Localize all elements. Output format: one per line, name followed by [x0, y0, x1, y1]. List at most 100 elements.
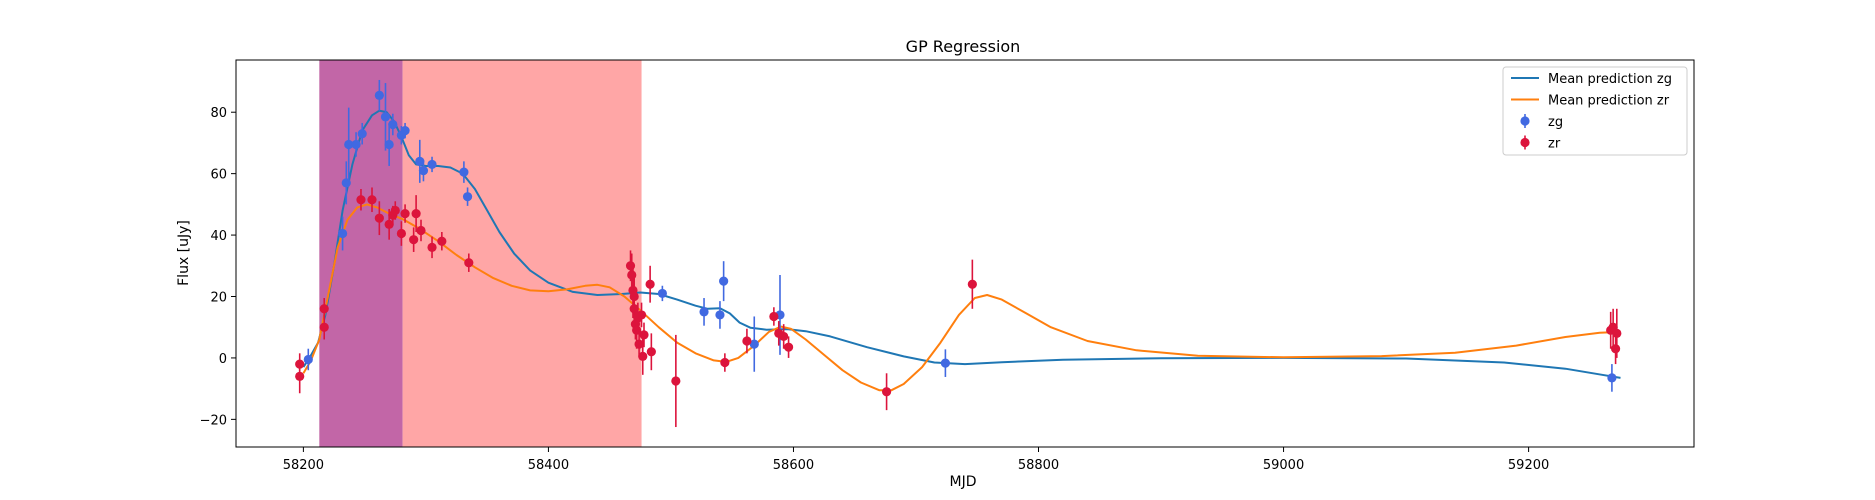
data-point-zg-9	[384, 122, 394, 166]
marker	[699, 307, 709, 317]
data-point-zg-20	[715, 301, 725, 329]
marker	[629, 304, 639, 314]
marker	[344, 139, 354, 150]
x-tick-label: 58600	[773, 458, 814, 473]
marker	[742, 336, 752, 346]
data-point-zg-21	[719, 261, 729, 302]
x-tick-label: 59200	[1508, 458, 1549, 473]
x-tick-label: 58800	[1018, 458, 1059, 473]
data-point-zr-35	[742, 328, 752, 354]
marker	[749, 339, 759, 349]
data-point-zr-12	[400, 204, 410, 223]
data-point-zr-16	[427, 236, 437, 259]
marker	[881, 387, 892, 397]
data-point-zr-5	[356, 189, 366, 211]
marker	[380, 112, 391, 122]
marker	[940, 358, 950, 368]
marker	[295, 371, 305, 381]
marker	[1607, 373, 1617, 383]
marker	[437, 236, 447, 246]
data-point-zg-16	[459, 161, 469, 183]
prediction-line-zr	[302, 203, 1615, 392]
data-point-zr-33	[671, 334, 681, 428]
data-point-zr-6	[367, 187, 377, 213]
data-point-zg-19	[699, 298, 709, 326]
marker	[783, 342, 794, 352]
marker	[374, 213, 384, 223]
data-point-zg-12	[400, 122, 410, 139]
marker	[720, 357, 730, 368]
marker	[367, 195, 377, 205]
y-tick-label: 80	[210, 106, 227, 121]
marker	[645, 279, 655, 289]
data-point-zr-45	[1612, 308, 1622, 358]
marker	[415, 156, 425, 166]
marker	[671, 376, 681, 386]
legend: Mean prediction zg Mean prediction zr zg zr	[1502, 66, 1688, 156]
data-point-zg-4	[344, 107, 354, 182]
marker	[634, 339, 644, 349]
marker	[411, 208, 421, 219]
data-point-zr-44	[1610, 333, 1621, 365]
marker	[1612, 328, 1622, 338]
data-point-zg-17	[462, 187, 473, 206]
prediction-line-zg	[302, 109, 1621, 379]
legend-item-zg: zg	[1520, 114, 1563, 130]
marker	[459, 167, 469, 177]
data-point-zg-22	[749, 316, 759, 372]
legend-label: zr	[1548, 137, 1561, 152]
data-point-zr-32	[646, 333, 656, 371]
data-point-zr-13	[409, 227, 419, 252]
marker	[409, 235, 419, 245]
data-point-zg-1	[303, 348, 313, 371]
marker	[357, 129, 367, 139]
data-point-zr-10	[390, 201, 400, 220]
data-point-zr-30	[639, 322, 649, 348]
marker	[303, 354, 313, 365]
marker	[627, 270, 637, 280]
data-point-zg-2	[337, 216, 348, 251]
y-axis: −20 0 20 40 60 80	[200, 106, 236, 428]
shaded-regions	[319, 60, 642, 447]
data-point-zg-15	[427, 156, 437, 173]
marker	[319, 322, 329, 332]
marker	[639, 330, 649, 340]
chart-title: GP Regression	[906, 37, 1021, 56]
marker	[400, 208, 410, 219]
data-point-zr-17	[437, 232, 447, 251]
data-point-zg-24	[940, 349, 950, 377]
marker	[427, 159, 437, 170]
x-tick-label: 59000	[1263, 458, 1304, 473]
legend-label: Mean prediction zg	[1548, 72, 1672, 87]
marker	[719, 276, 729, 286]
data-point-zr-4	[319, 314, 329, 340]
data-point-zr-29	[638, 337, 648, 375]
data-point-zr-39	[783, 336, 794, 358]
data-point-zg-6	[357, 122, 367, 145]
data-point-zr-14	[411, 195, 421, 232]
marker	[636, 310, 647, 320]
y-tick-label: 40	[210, 229, 227, 244]
marker	[351, 139, 361, 150]
marker	[462, 192, 473, 202]
marker	[390, 205, 400, 216]
data-point-zg-25	[1607, 364, 1617, 392]
y-tick-label: 20	[210, 291, 227, 306]
marker	[319, 304, 329, 314]
x-axis-label: MJD	[950, 474, 977, 490]
legend-label: Mean prediction zr	[1548, 94, 1670, 109]
marker	[646, 347, 656, 357]
marker	[374, 90, 384, 100]
x-axis: 58200 58400 58600 58800 59000 59200	[283, 447, 1549, 473]
data-point-zr-31	[645, 265, 655, 303]
data-point-zr-15	[416, 219, 426, 242]
marker	[396, 228, 407, 239]
x-tick-label: 58400	[528, 458, 569, 473]
y-tick-label: 60	[210, 168, 227, 183]
data-point-zg-14	[418, 159, 429, 182]
plot-area	[235, 59, 1695, 448]
x-tick-label: 58200	[283, 458, 324, 473]
data-point-zg-5	[351, 132, 361, 157]
marker	[416, 225, 426, 236]
